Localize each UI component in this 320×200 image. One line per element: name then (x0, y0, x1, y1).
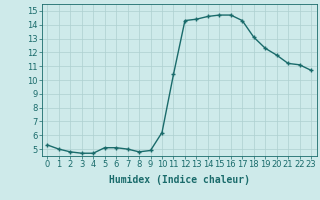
X-axis label: Humidex (Indice chaleur): Humidex (Indice chaleur) (109, 175, 250, 185)
